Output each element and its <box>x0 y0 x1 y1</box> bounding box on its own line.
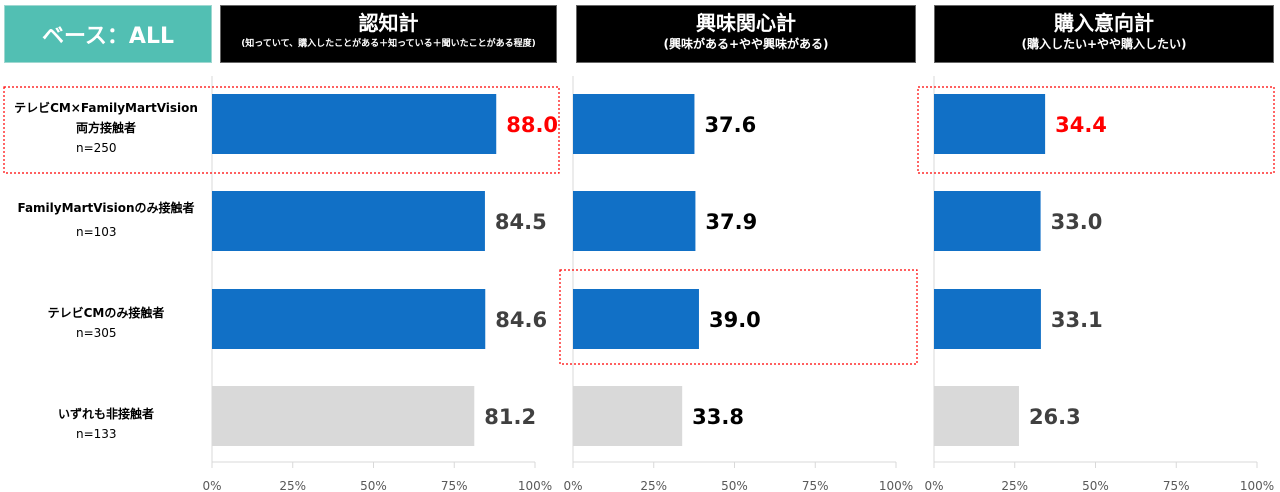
bar <box>212 191 485 251</box>
x-tick-label: 75% <box>1163 479 1190 492</box>
data-label: 84.6 <box>495 308 547 332</box>
data-label: 84.5 <box>495 210 547 234</box>
row-n: n=305 <box>76 326 117 340</box>
bar <box>212 94 497 154</box>
x-tick-label: 0% <box>202 479 221 492</box>
bar <box>934 191 1041 251</box>
row-name: FamilyMartVisionのみ接触者 <box>17 201 195 215</box>
row-name: いずれも非接触者 <box>57 407 154 421</box>
bar <box>934 386 1019 446</box>
bar <box>212 289 486 349</box>
bar <box>934 289 1041 349</box>
header-title: 興味関心計 <box>696 11 796 35</box>
bar <box>573 191 696 251</box>
data-label: 34.4 <box>1055 113 1107 137</box>
x-tick-label: 50% <box>360 479 387 492</box>
x-tick-label: 100% <box>1240 479 1274 492</box>
bar <box>573 289 699 349</box>
data-label: 33.0 <box>1051 210 1103 234</box>
data-label: 37.9 <box>705 210 757 234</box>
row-name: テレビCM×FamilyMartVision <box>14 101 198 115</box>
row-label: テレビCM×FamilyMartVision 両方接触者 n=250 <box>0 98 212 158</box>
row-n: n=133 <box>76 427 117 441</box>
data-label: 26.3 <box>1029 405 1081 429</box>
header-subtitle: (興味がある+やや興味がある) <box>663 37 829 51</box>
row-label: FamilyMartVisionのみ接触者 n=103 <box>0 198 212 242</box>
highlight-outline <box>3 86 560 174</box>
row-name: テレビCMのみ接触者 <box>47 306 165 320</box>
bar <box>573 94 695 154</box>
x-tick-label: 50% <box>721 479 748 492</box>
header-subtitle: (購入したい+やや購入したい) <box>1021 37 1187 51</box>
x-tick-label: 50% <box>1082 479 1109 492</box>
row-name-2: 両方接触者 <box>75 121 136 135</box>
header-title: 購入意向計 <box>1054 11 1154 35</box>
bar <box>212 386 475 446</box>
x-tick-label: 75% <box>441 479 468 492</box>
x-tick-label: 25% <box>1001 479 1028 492</box>
x-tick-label: 25% <box>640 479 667 492</box>
data-label: 88.0 <box>506 113 558 137</box>
row-label: テレビCMのみ接触者 n=305 <box>0 303 212 343</box>
x-tick-label: 0% <box>563 479 582 492</box>
x-tick-label: 0% <box>924 479 943 492</box>
bar <box>934 94 1046 154</box>
header-purchase: 購入意向計 (購入したい+やや購入したい) <box>934 5 1274 63</box>
base-label: ベース：ALL <box>4 5 212 63</box>
x-tick-label: 25% <box>279 479 306 492</box>
header-awareness: 認知計 (知っていて、購入したことがある＋知っている＋聞いたことがある程度) <box>220 5 557 63</box>
x-tick-label: 100% <box>879 479 913 492</box>
data-label: 33.8 <box>692 405 744 429</box>
data-label: 39.0 <box>709 308 761 332</box>
header-interest: 興味関心計 (興味がある+やや興味がある) <box>576 5 916 63</box>
row-n: n=250 <box>76 141 117 155</box>
bar <box>573 386 683 446</box>
header-subtitle: (知っていて、購入したことがある＋知っている＋聞いたことがある程度) <box>241 39 536 49</box>
data-label: 37.6 <box>704 113 756 137</box>
highlight-outline <box>559 269 918 365</box>
data-label: 33.1 <box>1051 308 1103 332</box>
row-n: n=103 <box>76 225 117 239</box>
row-label: いずれも非接触者 n=133 <box>0 404 212 444</box>
x-tick-label: 100% <box>518 479 552 492</box>
header-title: 認知計 <box>358 11 419 35</box>
highlight-outline <box>917 86 1275 174</box>
data-label: 81.2 <box>484 405 536 429</box>
x-tick-label: 75% <box>802 479 829 492</box>
